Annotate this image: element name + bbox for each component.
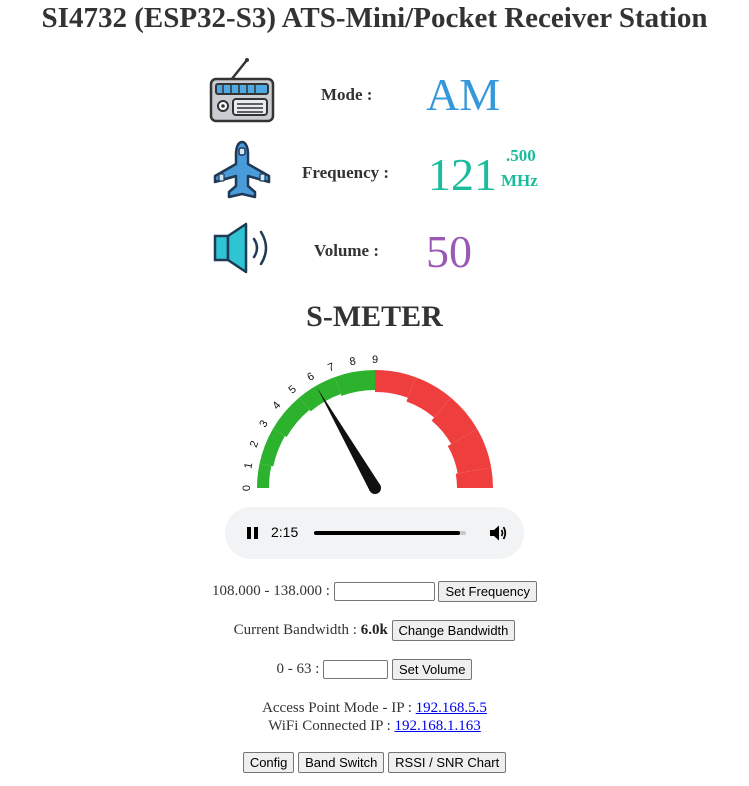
ap-ip-row: Access Point Mode - IP : 192.168.5.5	[0, 699, 749, 717]
smeter-scale-label: 5	[286, 383, 298, 396]
wifi-ip-link[interactable]: 192.168.1.163	[394, 718, 481, 734]
set-volume-button[interactable]: Set Volume	[391, 659, 473, 680]
smeter-red-segment-3	[447, 429, 492, 474]
ap-ip-link[interactable]: 192.168.5.5	[415, 700, 487, 716]
radio-icon	[209, 58, 275, 129]
smeter-green-segment-1	[259, 429, 285, 467]
page-title: SI4732 (ESP32-S3) ATS-Mini/Pocket Receiv…	[41, 2, 708, 34]
bandwidth-label: Current Bandwidth :	[233, 621, 357, 638]
config-button[interactable]: Config	[242, 752, 295, 773]
footer-buttons: Config Band Switch RSSI / SNR Chart	[0, 752, 749, 773]
audio-progress	[314, 531, 460, 535]
frequency-label: Frequency :	[302, 163, 390, 182]
frequency-input[interactable]	[333, 582, 435, 601]
smeter-scale-label: 3	[257, 418, 270, 429]
ap-ip-label: Access Point Mode - IP :	[262, 700, 412, 716]
volume-range-label: 0 - 63 :	[276, 660, 320, 677]
smeter-green-segment-0	[257, 463, 272, 488]
smeter-scale-label: 4	[270, 399, 283, 411]
smeter-scale-label: 9	[372, 354, 378, 366]
smeter-scale-label: 8	[349, 355, 357, 368]
frequency-control-row: 108.000 - 138.000 : Set Frequency	[0, 581, 749, 602]
frequency-value: 121	[428, 149, 497, 200]
smeter-green-segment-4	[334, 370, 375, 396]
smeter-needle-hub	[369, 482, 381, 494]
volume-control-row: 0 - 63 : Set Volume	[0, 659, 749, 680]
audio-time: 2:15	[271, 524, 299, 540]
volume-icon[interactable]	[489, 524, 507, 542]
pause-button[interactable]	[245, 525, 259, 541]
audio-player[interactable]: 2:15	[225, 507, 524, 559]
bandwidth-value: 6.0k	[360, 621, 388, 638]
audio-seek-bar[interactable]	[314, 531, 466, 535]
smeter-red-segment-0	[375, 370, 416, 398]
wifi-ip-label: WiFi Connected IP :	[268, 718, 391, 734]
frequency-unit: MHz	[501, 171, 538, 190]
smeter-scale-label: 0	[241, 485, 253, 491]
smeter-needle	[317, 387, 381, 491]
mode-label: Mode :	[321, 85, 373, 104]
frequency-range-label: 108.000 - 138.000 :	[212, 582, 330, 599]
smeter-scale-label: 2	[248, 439, 261, 449]
wifi-ip-row: WiFi Connected IP : 192.168.1.163	[0, 717, 749, 735]
volume-input[interactable]	[323, 660, 389, 679]
smeter-red-segment-1	[406, 377, 451, 418]
smeter-scale-label: 6	[305, 370, 316, 383]
frequency-decimal: .500	[506, 146, 536, 165]
band-switch-button[interactable]: Band Switch	[298, 752, 385, 773]
mode-value: AM	[426, 69, 501, 120]
volume-value: 50	[426, 226, 472, 277]
smeter-red-segment-4	[455, 467, 493, 488]
airplane-icon	[212, 140, 272, 205]
smeter-red-segment-2	[431, 397, 478, 444]
bandwidth-row: Current Bandwidth : 6.0k Change Bandwidt…	[0, 620, 749, 641]
smeter-scale-label: 7	[326, 361, 336, 374]
smeter-scale-label: 1	[242, 462, 255, 470]
set-frequency-button[interactable]: Set Frequency	[438, 581, 537, 602]
speaker-icon	[212, 222, 274, 279]
volume-label: Volume :	[314, 241, 380, 260]
rssi-snr-chart-button[interactable]: RSSI / SNR Chart	[388, 752, 507, 773]
change-bandwidth-button[interactable]: Change Bandwidth	[391, 620, 516, 641]
smeter-title: S-METER	[306, 300, 443, 333]
smeter-green-segment-3	[299, 377, 341, 412]
smeter-green-segment-2	[272, 397, 310, 437]
